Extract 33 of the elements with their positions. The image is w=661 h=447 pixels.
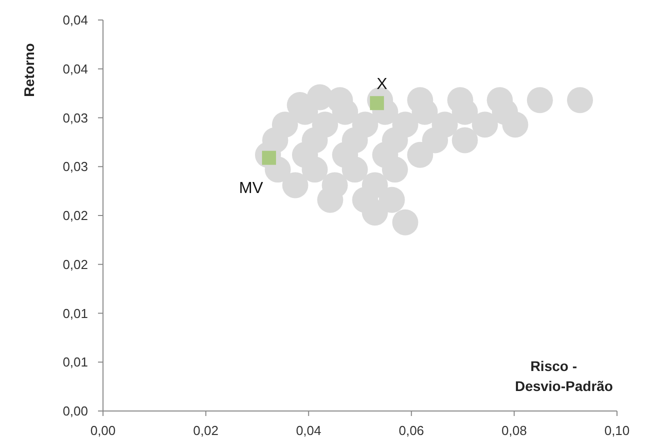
y-tick-label: 0,01 [62,354,88,370]
y-tick-label: 0,02 [62,256,88,272]
y-tick-label: 0,04 [62,12,88,28]
point [362,200,388,226]
point [382,156,408,183]
y-axis-title: Retorno [21,43,37,97]
point [502,112,528,138]
y-tick-label: 0,00 [62,404,88,419]
point [302,156,328,183]
point [407,142,434,168]
annotation: MV [239,180,264,197]
point [452,127,478,154]
x-tick-label: 0,04 [296,423,322,438]
point [378,186,405,213]
y-tick-label: 0,01 [62,306,88,321]
point [342,156,368,183]
point [306,84,333,110]
x-tick-label: 0,10 [604,423,630,438]
x-tick-label: 0,06 [398,423,424,438]
x-tick-label: 0,00 [90,423,116,438]
y-tick-label: 0,04 [62,61,88,76]
x-tick-label: 0,08 [502,423,527,438]
annotation: X [376,76,388,94]
y-tick-label: 0,03 [62,159,88,174]
y-tick-label: 0,02 [62,208,88,224]
y-tick-label: 0,03 [62,110,88,126]
point [566,87,593,114]
point [472,112,498,138]
point [392,209,418,236]
point [282,172,308,198]
x-axis-title: Risco - Desvio-Padrão [514,358,613,394]
point [526,87,553,114]
x-tick-label: 0,02 [193,423,218,438]
